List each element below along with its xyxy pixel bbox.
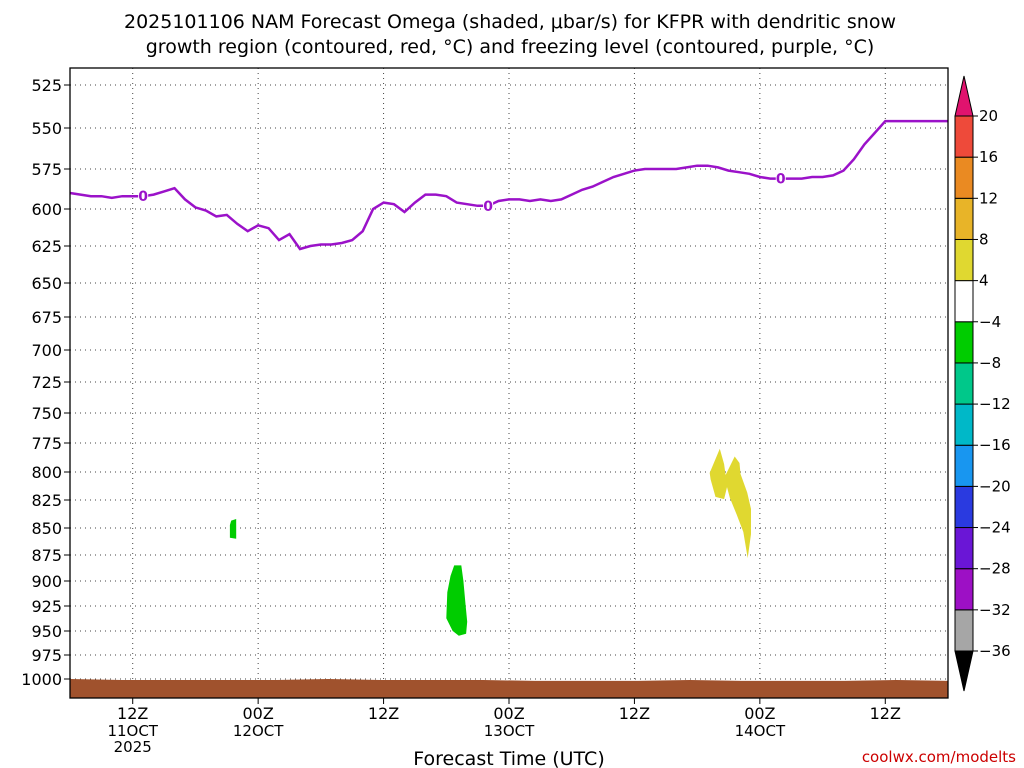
freezing-label-bg-0	[138, 188, 149, 205]
chart-title-line-2: growth region (contoured, red, °C) and f…	[146, 36, 875, 58]
x-tick-date-1: 12OCT	[233, 722, 284, 740]
y-tick-label-950: 950	[31, 622, 62, 641]
y-tick-label-775: 775	[31, 434, 62, 453]
x-tick-date-3: 13OCT	[484, 722, 535, 740]
colorbar-label-5: −16	[979, 436, 1011, 454]
colorbar-bin--12--8	[954, 362, 974, 405]
x-tick-date-0: 11OCT	[107, 722, 158, 740]
colorbar-bin--16--12	[954, 403, 974, 446]
y-tick-label-925: 925	[31, 597, 62, 616]
colorbar-bin--36--32	[954, 609, 974, 652]
y-tick-label-975: 975	[31, 646, 62, 665]
x-tick-date-5: 14OCT	[735, 722, 786, 740]
omega-region-yellow-815	[709, 448, 751, 559]
colorbar-label-8: −4	[979, 313, 1001, 331]
x-tick-year-0: 2025	[114, 738, 152, 756]
y-tick-label-550: 550	[31, 119, 62, 138]
colorbar-label-13: 20	[979, 107, 998, 125]
y-tick-label-525: 525	[31, 76, 62, 95]
x-tick-label-5: 00Z	[744, 704, 775, 723]
omega-region-green-925	[446, 565, 468, 636]
y-tick-label-625: 625	[31, 237, 62, 256]
colorbar-label-2: −28	[979, 560, 1011, 578]
colorbar-bin--32--28	[954, 568, 974, 611]
colorbar-bin-lowest	[954, 650, 974, 692]
colorbar-bin--28--24	[954, 527, 974, 570]
y-tick-label-700: 700	[31, 341, 62, 360]
x-tick-label-4: 12Z	[619, 704, 650, 723]
x-tick-label-3: 00Z	[493, 704, 524, 723]
colorbar-bin--4-4	[954, 280, 974, 323]
freezing-label-bg-2	[775, 170, 786, 187]
y-tick-label-800: 800	[31, 463, 62, 482]
axes: 525 550 575 600 625 650 675 700 725 750 775 800 825 8…	[21, 67, 949, 756]
y-tick-label-850: 850	[31, 519, 62, 538]
y-tick-label-750: 750	[31, 404, 62, 423]
colorbar-label-6: −12	[979, 395, 1011, 413]
y-tick-label-1000: 1000	[21, 670, 62, 689]
x-axis-label: Forecast Time (UTC)	[413, 748, 604, 768]
y-tick-label-600: 600	[31, 200, 62, 219]
y-tick-label-650: 650	[31, 274, 62, 293]
y-tick-label-725: 725	[31, 373, 62, 392]
y-tick-label-875: 875	[31, 546, 62, 565]
colorbar-label-12: 16	[979, 148, 998, 166]
colorbar-bin-12-16	[954, 156, 974, 199]
freezing-label-bg-1	[483, 197, 494, 214]
plot-area: 0 0 0	[69, 68, 948, 698]
colorbar-label-10: 8	[979, 230, 989, 248]
freezing-level-line	[69, 119, 948, 251]
y-tick-label-675: 675	[31, 308, 62, 327]
colorbar-bin--8--4	[954, 321, 974, 364]
y-tick-label-900: 900	[31, 572, 62, 591]
colorbar-label-7: −8	[979, 354, 1001, 372]
colorbar-label-4: −20	[979, 477, 1011, 495]
x-tick-label-1: 00Z	[242, 704, 273, 723]
colorbar-bin-highest	[954, 75, 974, 117]
x-tick-label-0: 12Z	[117, 704, 148, 723]
colorbar-label-3: −24	[979, 519, 1011, 537]
colorbar-label-0: −36	[979, 642, 1011, 660]
credit-text: coolwx.com/modelts	[862, 748, 1016, 766]
colorbar-label-1: −32	[979, 601, 1011, 619]
freezing-level-label-0: 0	[138, 189, 148, 205]
freezing-level-label-2: 0	[776, 172, 786, 188]
x-tick-label-2: 12Z	[368, 704, 399, 723]
freezing-level-label-1: 0	[483, 199, 493, 215]
chart-title-line-1: 2025101106 NAM Forecast Omega (shaded, μ…	[124, 11, 896, 33]
y-tick-label-575: 575	[31, 160, 62, 179]
y-tick-label-825: 825	[31, 491, 62, 510]
colorbar-label-9: 4	[979, 272, 989, 290]
colorbar-label-11: 12	[979, 189, 998, 207]
omega-region-green-850	[229, 519, 237, 539]
colorbar: −36 −32 −28 −24 −20 −16 −12 −8 −4 4 8 12 16 20	[954, 75, 1011, 692]
terrain-fill	[70, 679, 948, 698]
colorbar-bin-4-8	[954, 238, 974, 282]
colorbar-bin--20--16	[954, 444, 974, 487]
colorbar-bin--24--20	[954, 485, 974, 529]
colorbar-bin-16-20	[954, 115, 974, 158]
colorbar-bin-8-12	[954, 197, 974, 240]
x-tick-label-6: 12Z	[870, 704, 901, 723]
